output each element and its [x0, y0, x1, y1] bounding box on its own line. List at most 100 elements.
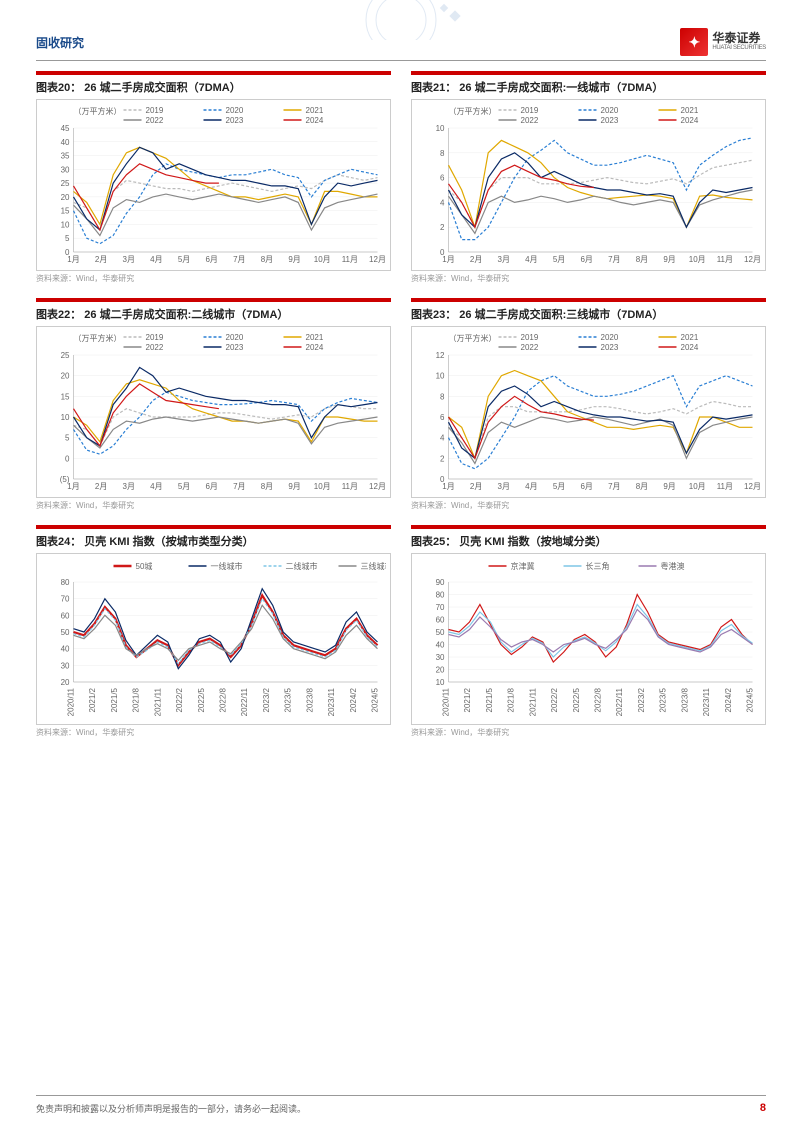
logo-name-en: HUATAI SECURITIES: [712, 45, 766, 52]
x-tick-label: 8月: [261, 482, 273, 491]
legend-label: 2023: [601, 116, 619, 125]
legend-label: 粤港澳: [661, 561, 685, 571]
x-tick-label: 5月: [178, 482, 190, 491]
y-tick-label: 90: [436, 578, 445, 587]
chart-box: （万平方米）02468101月2月3月4月5月6月7月8月9月10月11月12月…: [411, 99, 766, 271]
legend-label: 2021: [681, 106, 699, 115]
x-tick-label: 12月: [369, 482, 386, 491]
chart-title: 图表21： 26 城二手房成交面积:一线城市（7DMA）: [411, 71, 766, 95]
x-tick-label: 9月: [288, 255, 300, 264]
chart-block-c22: 图表22： 26 城二手房成交面积:二线城市（7DMA） （万平方米）(5)05…: [36, 298, 391, 511]
chart-source: 资料来源：Wind，华泰研究: [411, 500, 766, 511]
y-tick-label: 30: [436, 653, 445, 662]
page-number: 8: [760, 1102, 766, 1115]
legend-label: 2020: [226, 106, 244, 115]
x-tick-label: 2022/8: [219, 687, 228, 712]
x-tick-label: 2023/8: [305, 687, 314, 712]
y-tick-label: 30: [61, 661, 70, 670]
x-tick-label: 3月: [123, 482, 135, 491]
x-tick-label: 10月: [314, 482, 331, 491]
x-tick-label: 3月: [123, 255, 135, 264]
legend-label: 2019: [521, 106, 539, 115]
y-tick-label: 20: [436, 666, 445, 675]
y-tick-label: 70: [61, 595, 70, 604]
chart-source: 资料来源：Wind，华泰研究: [36, 727, 391, 738]
x-tick-label: 2020/11: [67, 687, 76, 716]
x-tick-label: 10月: [314, 255, 331, 264]
y-tick-label: 50: [61, 628, 70, 637]
legend-label: 2022: [521, 116, 539, 125]
legend-label: 2019: [521, 333, 539, 342]
y-tick-label: 10: [436, 678, 445, 687]
y-tick-label: 20: [61, 193, 70, 202]
chart-svg: 1020304050607080902020/112021/22021/5202…: [416, 558, 761, 720]
x-tick-label: 2024/2: [724, 687, 733, 712]
x-tick-label: 2023/8: [680, 687, 689, 712]
series-line: [449, 153, 753, 227]
x-tick-label: 2023/11: [702, 687, 711, 716]
x-tick-label: 2023/2: [637, 687, 646, 712]
x-tick-label: 2021/11: [153, 687, 162, 716]
x-tick-label: 2月: [95, 255, 107, 264]
x-tick-label: 11月: [717, 255, 733, 264]
legend-label: 2020: [601, 333, 619, 342]
x-tick-label: 4月: [150, 255, 162, 264]
legend-label: 2020: [601, 106, 619, 115]
x-tick-label: 5月: [178, 255, 190, 264]
legend-label: 2019: [146, 333, 164, 342]
y-tick-label: 70: [436, 603, 445, 612]
y-tick-label: 30: [61, 165, 70, 174]
y-tick-label: 80: [436, 591, 445, 600]
y-tick-label: 10: [61, 413, 70, 422]
chart-block-c21: 图表21： 26 城二手房成交面积:一线城市（7DMA） （万平方米）02468…: [411, 71, 766, 284]
x-tick-label: 2月: [95, 482, 107, 491]
x-tick-label: 2月: [470, 482, 482, 491]
x-tick-label: 8月: [636, 255, 648, 264]
y-axis-label: （万平方米）: [74, 106, 122, 116]
x-tick-label: 2024/5: [371, 687, 380, 712]
x-tick-label: 12月: [744, 255, 761, 264]
x-tick-label: 2021/8: [507, 687, 516, 712]
x-tick-label: 7月: [608, 482, 620, 491]
x-tick-label: 1月: [442, 482, 454, 491]
chart-block-c25: 图表25： 贝壳 KMI 指数（按地域分类） 10203040506070809…: [411, 525, 766, 738]
y-tick-label: 4: [440, 198, 445, 207]
x-tick-label: 5月: [553, 482, 565, 491]
x-tick-label: 12月: [369, 255, 386, 264]
series-line: [74, 417, 378, 448]
y-tick-label: 8: [440, 149, 445, 158]
y-tick-label: 40: [436, 641, 445, 650]
x-tick-label: 2022/5: [197, 687, 206, 712]
series-line: [74, 147, 378, 224]
x-tick-label: 10月: [689, 255, 706, 264]
x-tick-label: 1月: [67, 255, 79, 264]
legend-label: 50城: [136, 562, 153, 571]
logo-text: 华泰证券 HUATAI SECURITIES: [712, 32, 766, 52]
x-tick-label: 9月: [663, 482, 675, 491]
y-tick-label: 15: [61, 207, 70, 216]
x-tick-label: 2月: [470, 255, 482, 264]
x-tick-label: 1月: [442, 255, 454, 264]
x-tick-label: 11月: [342, 255, 358, 264]
y-tick-label: 45: [61, 124, 70, 133]
chart-svg: （万平方米）02468101月2月3月4月5月6月7月8月9月10月11月12月…: [416, 104, 761, 266]
y-tick-label: 10: [436, 124, 445, 133]
y-tick-label: 40: [61, 138, 70, 147]
x-tick-label: 2021/5: [485, 687, 494, 712]
chart-svg: （万平方米）0510152025303540451月2月3月4月5月6月7月8月…: [41, 104, 386, 266]
x-tick-label: 2021/8: [132, 687, 141, 712]
x-tick-label: 4月: [150, 482, 162, 491]
legend-label: 2023: [226, 343, 244, 352]
y-tick-label: 25: [61, 179, 70, 188]
x-tick-label: 2021/11: [528, 687, 537, 716]
chart-svg: （万平方米）(5)05101520251月2月3月4月5月6月7月8月9月10月…: [41, 331, 386, 493]
series-line: [74, 392, 378, 454]
y-tick-label: 2: [440, 223, 445, 232]
x-tick-label: 11月: [342, 482, 358, 491]
y-tick-label: 10: [61, 220, 70, 229]
chart-box: （万平方米）(5)05101520251月2月3月4月5月6月7月8月9月10月…: [36, 326, 391, 498]
chart-box: （万平方米）0510152025303540451月2月3月4月5月6月7月8月…: [36, 99, 391, 271]
legend-label: 2023: [226, 116, 244, 125]
x-tick-label: 2022/11: [240, 687, 249, 716]
charts-grid: 图表20： 26 城二手房成交面积（7DMA） （万平方米）0510152025…: [36, 71, 766, 744]
